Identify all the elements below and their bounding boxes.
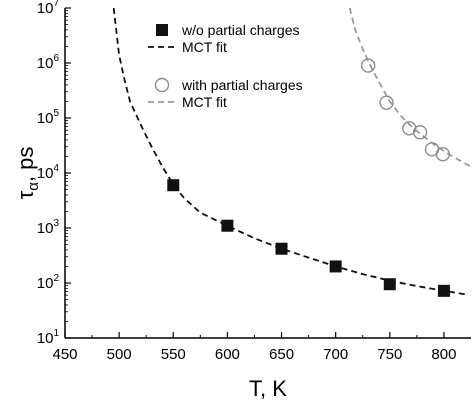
legend-label: MCT fit: [182, 39, 227, 55]
x-tick-label: 750: [377, 346, 402, 363]
y-tick-label: 101: [37, 328, 60, 347]
data-point-square: [275, 242, 288, 255]
data-point-circle: [412, 125, 428, 140]
mct-fit-line-1: [112, 8, 466, 296]
x-tick-label: 700: [323, 346, 348, 363]
y-tick-label: 102: [37, 273, 60, 292]
y-tick-label: 104: [37, 163, 60, 182]
y-tick-label: 105: [37, 108, 60, 127]
y-axis-title-subscript: α: [25, 182, 42, 191]
data-point-circle: [360, 58, 376, 73]
y-axis-title: τα, ps: [13, 147, 42, 200]
x-tick-label: 450: [52, 346, 77, 363]
x-axis-title: T, K: [249, 376, 287, 401]
data-point-square: [221, 219, 234, 232]
x-tick-label: 600: [215, 346, 240, 363]
y-axis-title-base: τ: [13, 190, 38, 199]
x-tick-label: 650: [269, 346, 294, 363]
legend-label: with partial charges: [181, 77, 303, 93]
x-tick-label: 800: [431, 346, 456, 363]
legend-label: w/o partial charges: [181, 22, 300, 38]
data-point-square: [329, 260, 342, 273]
data-point-square: [437, 284, 450, 297]
x-tick-label: 500: [107, 346, 132, 363]
legend-square-swatch: [156, 24, 168, 36]
data-point-square: [383, 278, 396, 291]
data-point-circle: [379, 95, 394, 110]
legend-label: MCT fit: [182, 94, 227, 110]
mct-fit-line-3: [348, 8, 471, 168]
y-tick-label: 106: [37, 53, 60, 72]
legend-circle-swatch: [154, 77, 170, 93]
y-tick-label: 107: [37, 0, 60, 17]
x-tick-label: 550: [161, 346, 186, 363]
data-point-circle: [435, 146, 451, 162]
y-tick-label: 103: [37, 218, 60, 237]
data-point-square: [167, 179, 180, 192]
y-axis-title-rest: , ps: [13, 147, 38, 182]
